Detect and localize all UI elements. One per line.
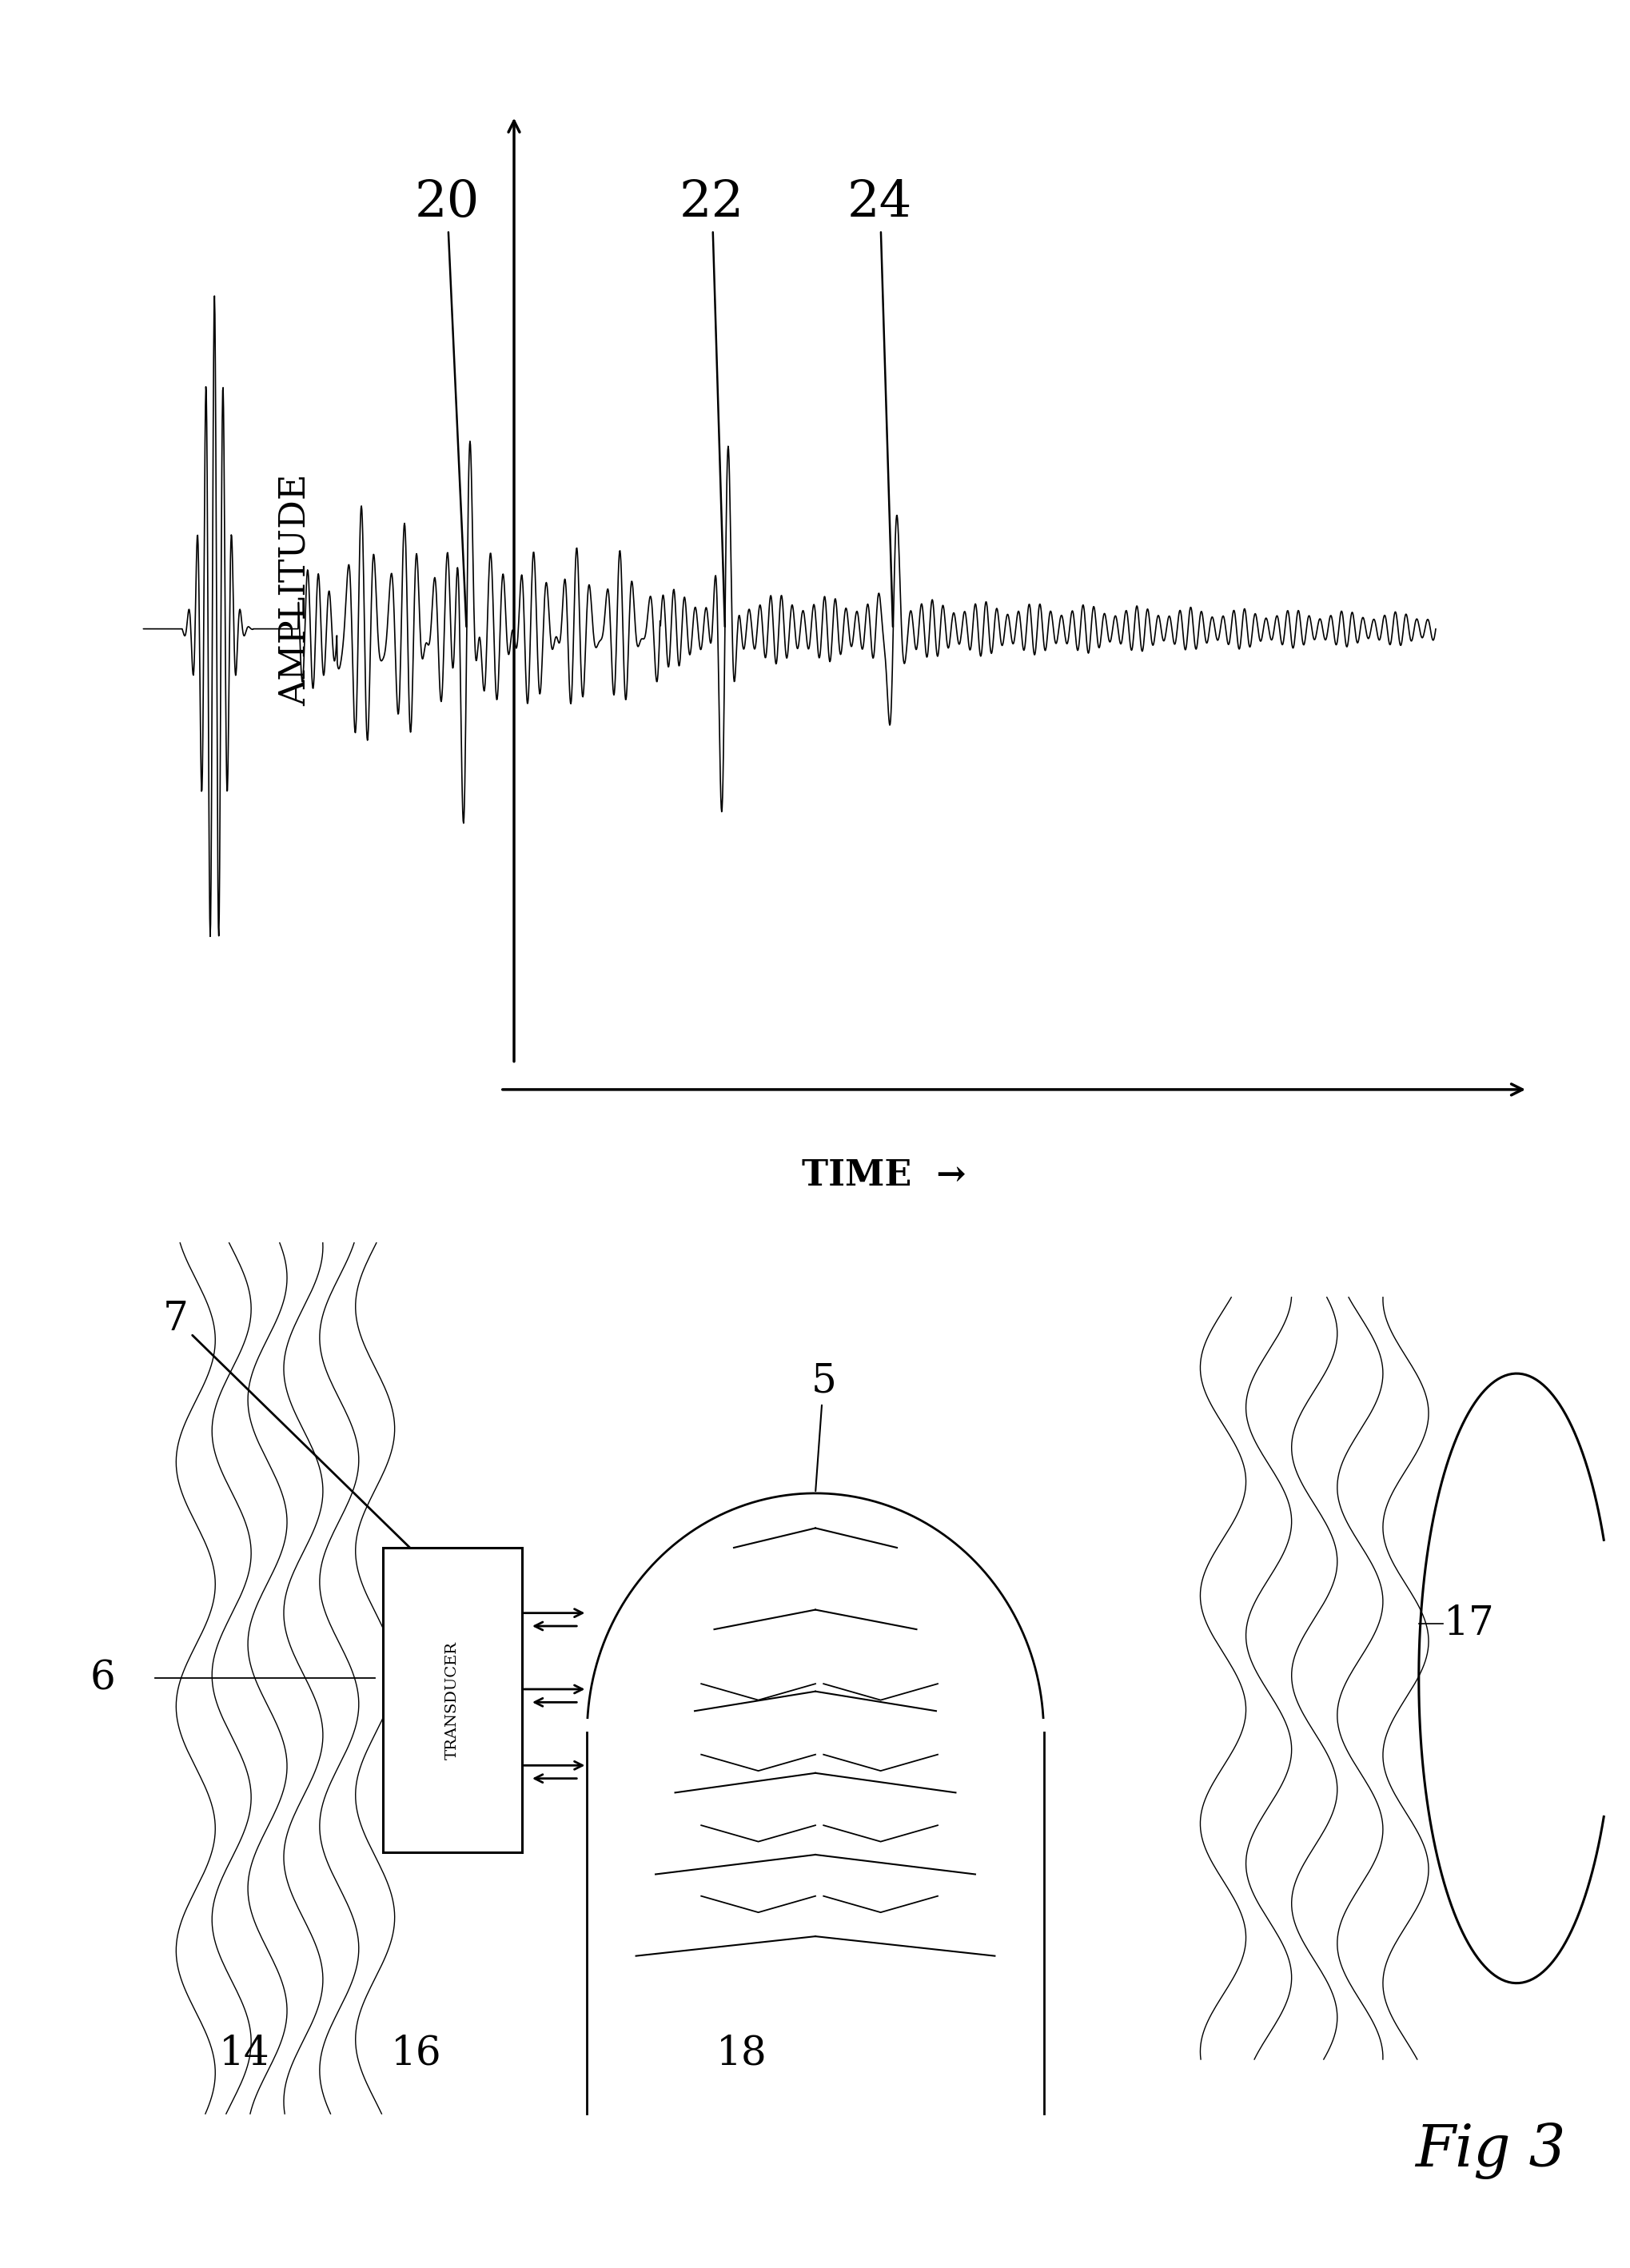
Text: 18: 18 [716,2034,768,2073]
Text: Fig 3: Fig 3 [1415,2123,1565,2180]
Text: AMPLITUDE: AMPLITUDE [277,474,311,705]
Text: 5: 5 [810,1361,836,1490]
Text: 22: 22 [680,179,745,626]
Text: 14: 14 [218,2034,271,2073]
Text: 17: 17 [1443,1603,1493,1644]
Text: TRANSDUCER: TRANSDUCER [445,1642,460,1760]
Text: 20: 20 [414,179,479,626]
Text: 6: 6 [90,1658,116,1699]
Text: 16: 16 [390,2034,442,2073]
Text: TIME  →: TIME → [802,1159,965,1193]
Bar [383,1547,522,1853]
Text: 24: 24 [848,179,913,626]
Text: 7: 7 [163,1300,429,1567]
